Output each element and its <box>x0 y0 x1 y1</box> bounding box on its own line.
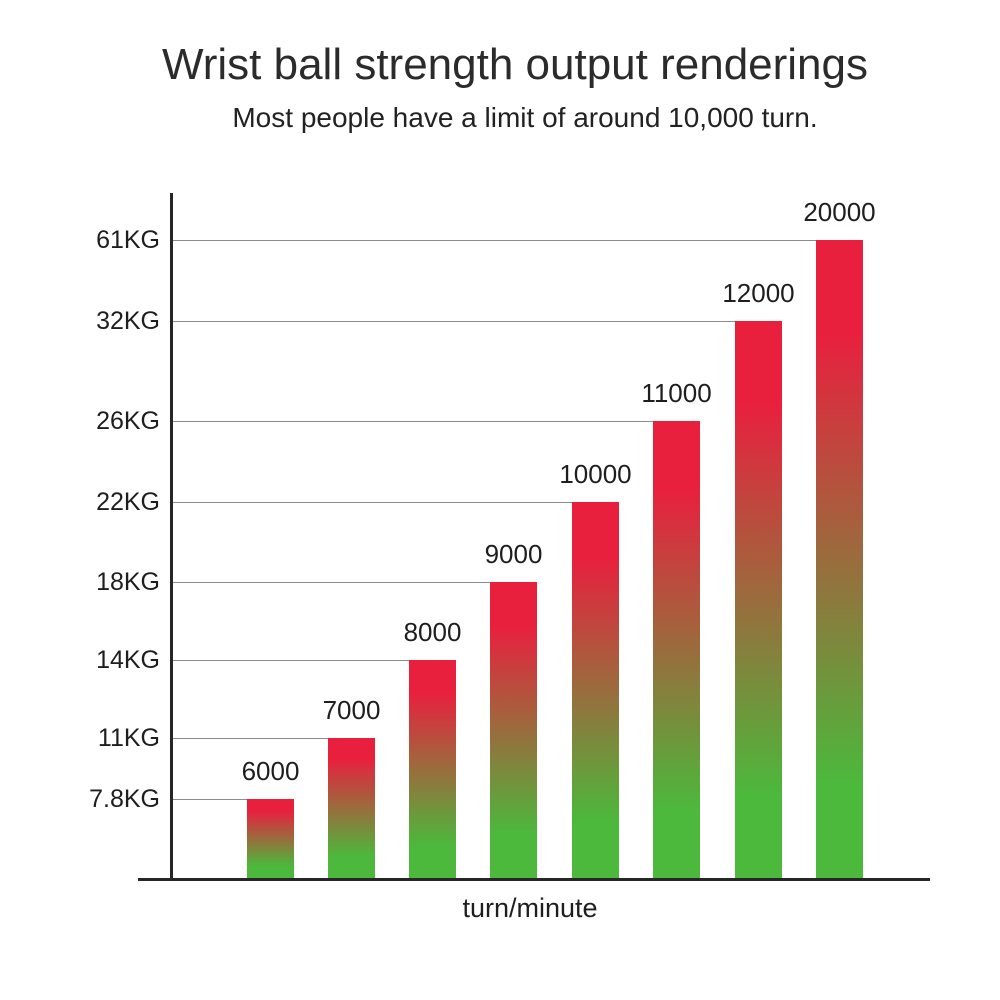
chart-title: Wrist ball strength output renderings <box>162 40 868 89</box>
x-axis-title: turn/minute <box>462 893 598 923</box>
bar-value-label: 6000 <box>241 756 300 786</box>
gridline <box>173 799 247 800</box>
gridline <box>173 582 490 583</box>
gridline <box>173 502 572 503</box>
ytick-label: 18KG <box>96 568 160 596</box>
x-axis-line <box>138 878 930 881</box>
gridline <box>173 240 816 241</box>
ytick-label: 14KG <box>96 646 160 674</box>
bar <box>409 660 456 878</box>
bar <box>735 321 782 878</box>
bar-value-label: 10000 <box>559 459 632 489</box>
bar-value-label: 7000 <box>322 695 381 725</box>
bar-value-label: 12000 <box>722 278 795 308</box>
gridline <box>173 321 735 322</box>
bar <box>328 738 375 878</box>
bar-value-label: 9000 <box>484 539 543 569</box>
bar-value-label: 8000 <box>403 617 462 647</box>
ytick-label: 61KG <box>96 226 160 254</box>
ytick-label: 26KG <box>96 407 160 435</box>
bar <box>247 799 294 878</box>
bar <box>816 240 863 878</box>
gridline <box>173 738 328 739</box>
gridline <box>173 660 409 661</box>
chart-subtitle: Most people have a limit of around 10,00… <box>232 102 818 133</box>
gridline <box>173 421 653 422</box>
bar <box>653 421 700 878</box>
bar <box>572 502 619 878</box>
ytick-label: 7.8KG <box>89 785 160 813</box>
bar <box>490 582 537 878</box>
ytick-label: 11KG <box>97 724 160 752</box>
bar-value-label: 20000 <box>803 197 876 227</box>
ytick-label: 32KG <box>96 307 160 335</box>
bar-value-label: 11000 <box>641 378 712 408</box>
ytick-label: 22KG <box>96 488 160 516</box>
y-axis-line <box>170 193 173 881</box>
